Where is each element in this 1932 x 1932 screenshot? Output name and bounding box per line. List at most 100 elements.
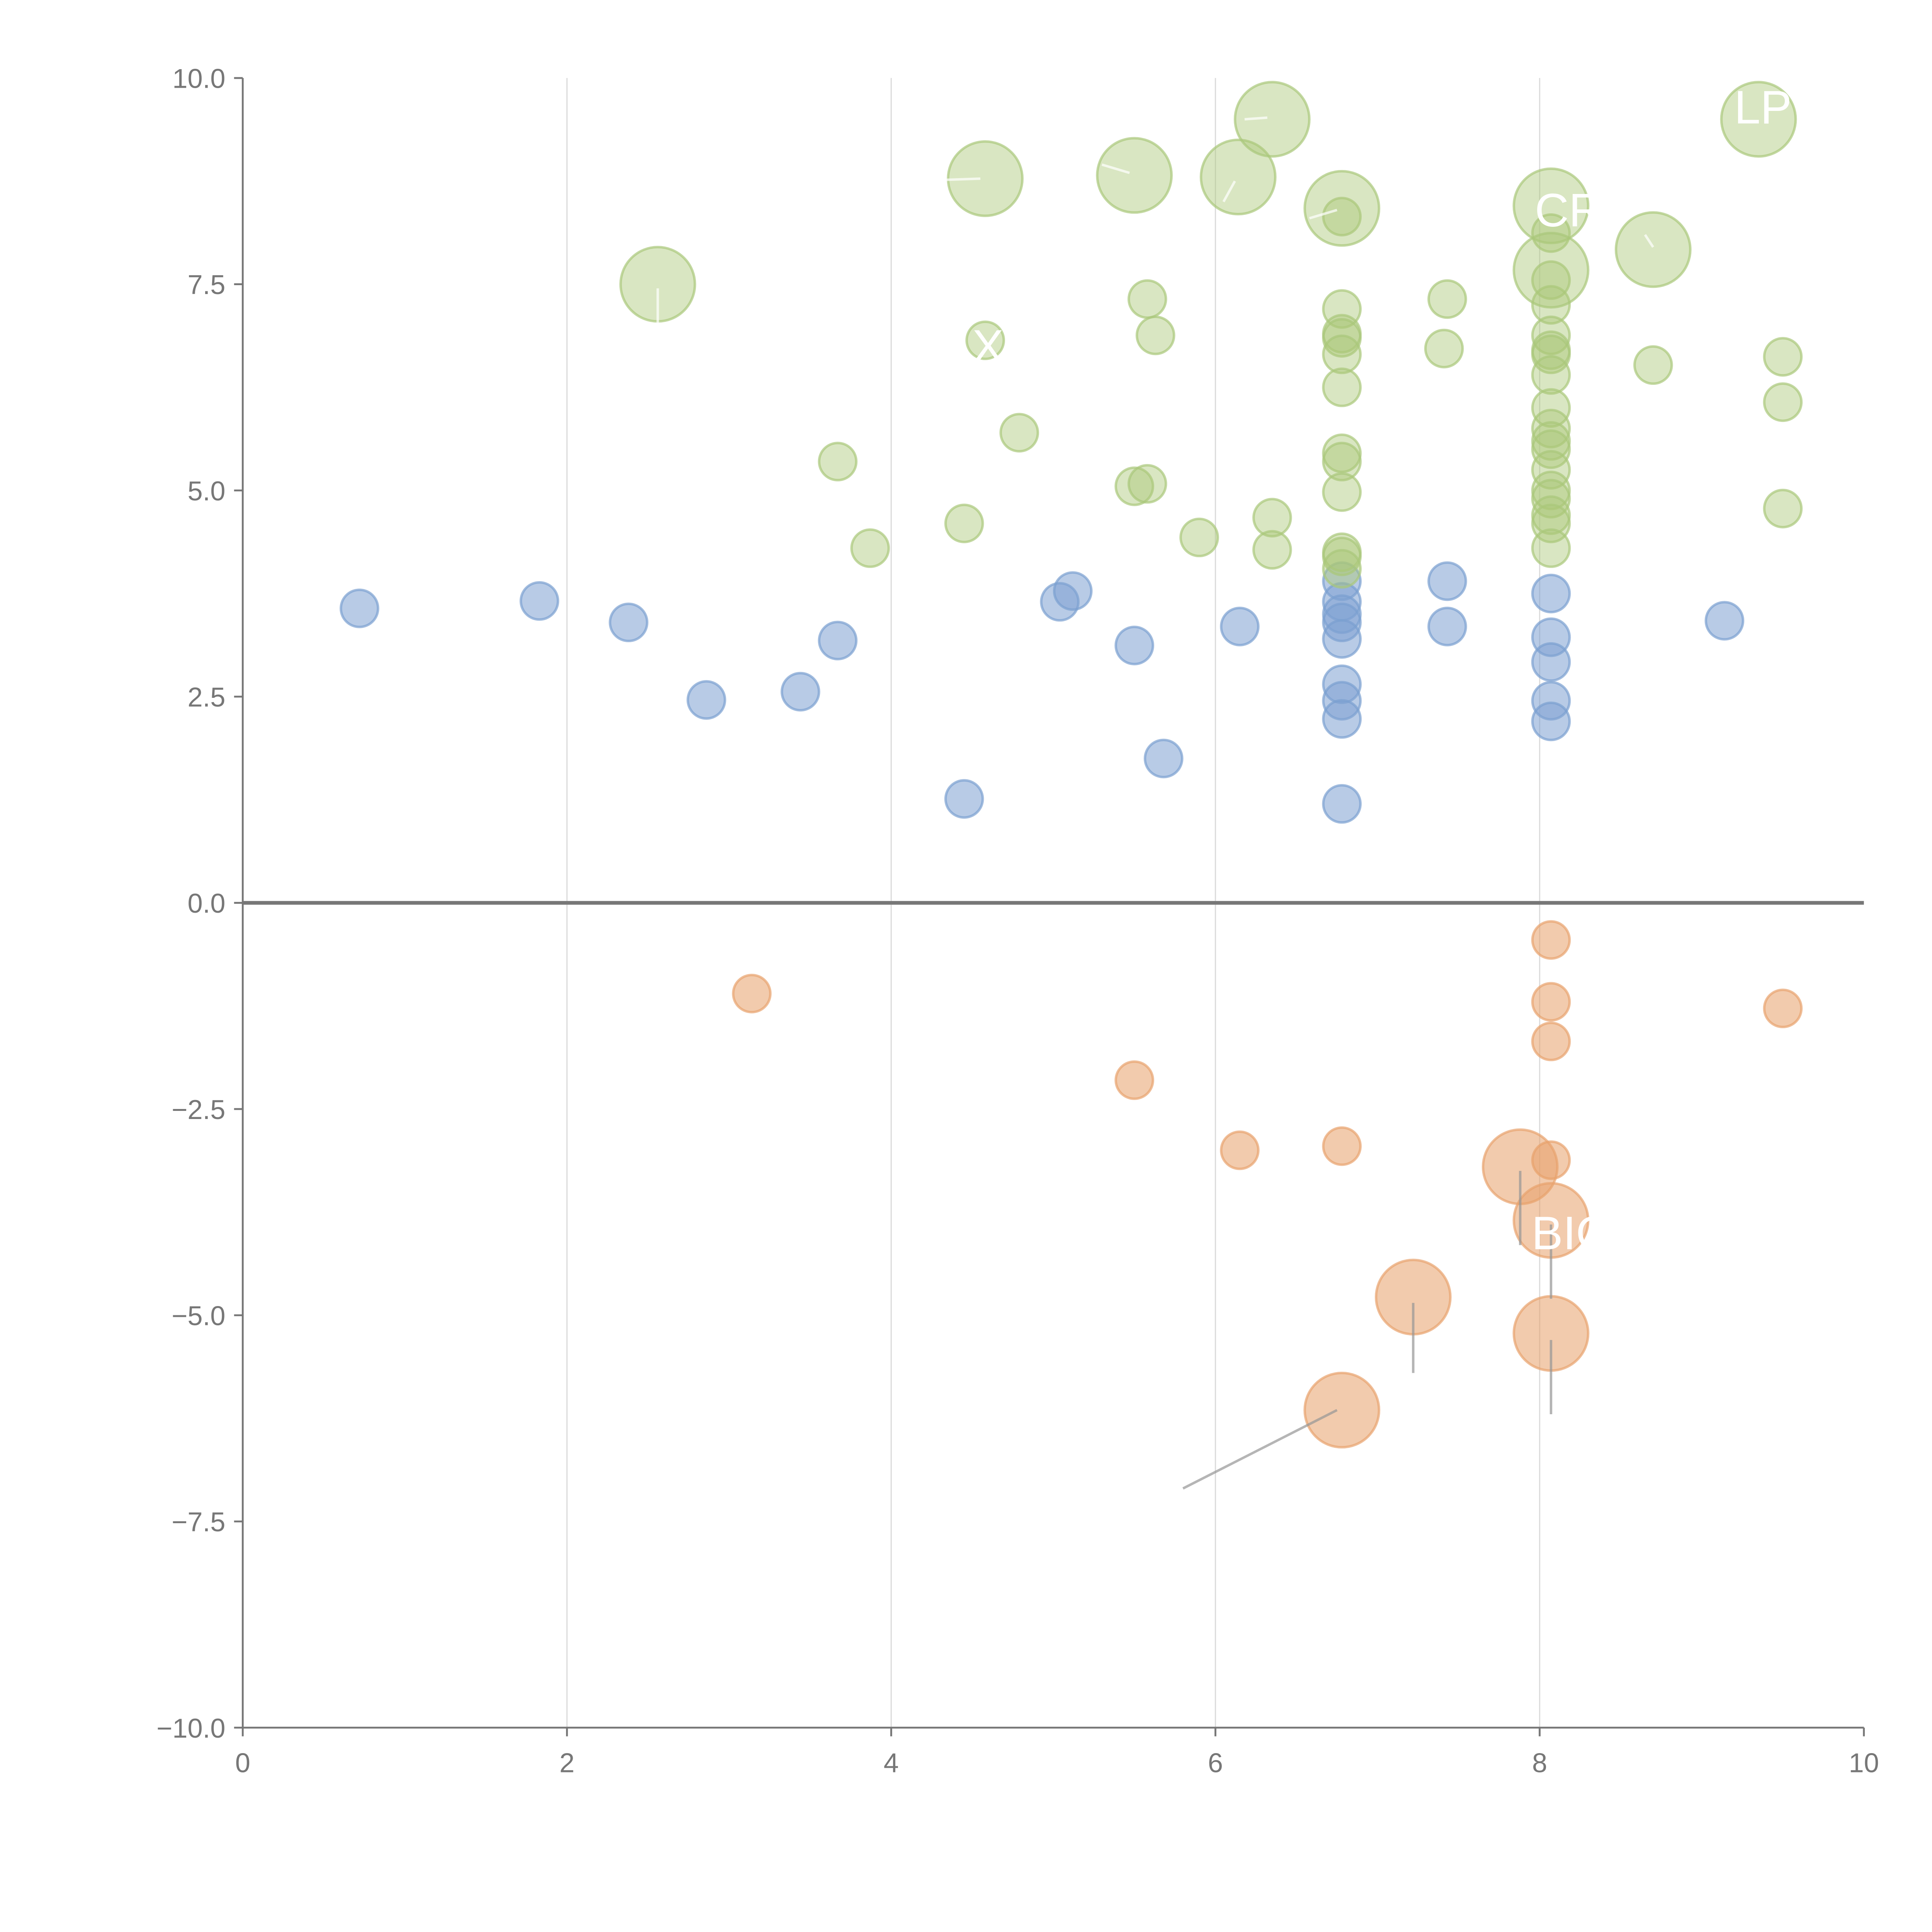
blue-bubble	[1322, 619, 1362, 659]
orange-bubble	[1763, 988, 1803, 1029]
orange-bubble	[1303, 1371, 1381, 1449]
green-bubble	[999, 413, 1039, 453]
leader-line	[1309, 209, 1338, 219]
orange-bubble	[1531, 982, 1571, 1022]
y-tick-label: 7.5	[187, 269, 225, 300]
green-bubble	[1322, 442, 1362, 481]
green-bubble	[850, 528, 890, 568]
annotation-label: CR	[1535, 184, 1603, 236]
blue-bubble	[1114, 626, 1155, 665]
green-bubble	[1424, 328, 1464, 369]
green-bubble	[1531, 408, 1571, 449]
green-bubble	[1763, 337, 1803, 377]
leader-line	[1222, 180, 1236, 202]
green-bubble	[1233, 81, 1311, 158]
blue-bubble	[519, 581, 560, 621]
y-tick-label: 0.0	[187, 888, 225, 918]
blue-bubble	[1220, 607, 1260, 646]
green-bubble	[1322, 472, 1362, 512]
green-bubble	[965, 320, 1005, 361]
leader-line	[1244, 116, 1268, 121]
green-bubble	[1531, 421, 1571, 461]
green-bubble	[1614, 211, 1692, 288]
blue-bubble	[1704, 601, 1745, 641]
green-bubble	[1322, 367, 1362, 407]
green-bubble	[1179, 517, 1219, 558]
green-bubble	[1303, 170, 1381, 247]
green-bubble	[1512, 231, 1590, 309]
blue-bubble	[1427, 561, 1467, 601]
blue-bubble	[818, 621, 858, 661]
green-bubble	[1531, 334, 1571, 374]
green-bubble	[1763, 382, 1803, 422]
green-bubble	[1322, 536, 1362, 577]
green-bubble	[1114, 466, 1155, 506]
green-bubble	[1128, 464, 1167, 504]
orange-bubble	[1322, 1126, 1362, 1166]
orange-bubble	[1114, 1060, 1155, 1100]
green-bubble	[1720, 81, 1797, 158]
leader-line	[907, 177, 981, 182]
x-tick-label: 6	[1208, 1748, 1223, 1778]
orange-bubble	[1531, 1021, 1571, 1061]
annotation-label: BIO	[1532, 1207, 1613, 1259]
green-bubble	[1135, 315, 1175, 355]
leader-line	[1644, 234, 1654, 248]
green-bubble	[818, 442, 858, 481]
orange-bubble	[1220, 1130, 1260, 1170]
x-tick-label: 10	[1849, 1748, 1879, 1778]
green-bubble	[1128, 279, 1167, 319]
annotation-label: X	[972, 320, 1003, 372]
green-bubble	[1531, 528, 1571, 568]
orange-bubble	[1531, 920, 1571, 960]
green-bubble	[1322, 433, 1362, 473]
blue-bubble	[1322, 699, 1362, 739]
green-bubble	[1633, 345, 1673, 385]
green-bubble	[1512, 167, 1590, 245]
green-bubble	[1531, 429, 1571, 469]
green-bubble	[1322, 197, 1362, 236]
data-points	[339, 81, 1803, 1449]
green-bubble	[1763, 488, 1803, 529]
blue-bubble	[339, 588, 379, 628]
blue-bubble	[686, 680, 726, 720]
green-bubble	[1531, 285, 1571, 325]
green-bubble	[1322, 549, 1362, 589]
green-bubble	[1322, 318, 1362, 358]
blue-bubble	[1143, 738, 1184, 779]
x-tick-label: 2	[560, 1748, 575, 1778]
green-bubble	[1199, 138, 1277, 216]
y-tick-label: 10.0	[172, 63, 225, 94]
axes: 0 2 4 6 8 10 10.0 7.5 5.0 2.5 0.0 −2.5 −5.0 −7.5 −10.0	[156, 63, 1879, 1778]
green-bubble	[1531, 450, 1571, 490]
x-tick-label: 0	[235, 1748, 250, 1778]
blue-bubble	[1427, 607, 1467, 646]
green-bubble	[944, 503, 984, 543]
leader-line	[1101, 163, 1130, 174]
green-bubble	[1322, 334, 1362, 374]
leader-lines	[656, 116, 1654, 1490]
annotation-label: LP	[1734, 81, 1792, 133]
green-bubble	[1096, 137, 1173, 214]
annotations: CR LP BIO X	[972, 81, 1792, 1259]
blue-bubble	[781, 672, 820, 712]
blue-bubble	[1322, 784, 1362, 824]
blue-bubble	[1053, 571, 1093, 611]
y-tick-label: −10.0	[156, 1713, 225, 1743]
green-bubble	[1252, 530, 1292, 570]
y-tick-label: −2.5	[172, 1094, 225, 1125]
y-tick-label: 5.0	[187, 476, 225, 506]
blue-bubble	[1531, 642, 1571, 682]
y-tick-label: −5.0	[172, 1300, 225, 1331]
blue-bubble	[1531, 573, 1571, 614]
x-tick-label: 4	[884, 1748, 899, 1778]
y-tick-label: 2.5	[187, 682, 225, 713]
y-tick-label: −7.5	[172, 1507, 225, 1537]
blue-bubble	[1531, 701, 1571, 742]
blue-bubble	[944, 779, 984, 819]
green-bubble	[1531, 388, 1571, 428]
x-tick-label: 8	[1532, 1748, 1547, 1778]
green-bubble	[1252, 498, 1292, 537]
green-bubble	[1531, 355, 1571, 395]
